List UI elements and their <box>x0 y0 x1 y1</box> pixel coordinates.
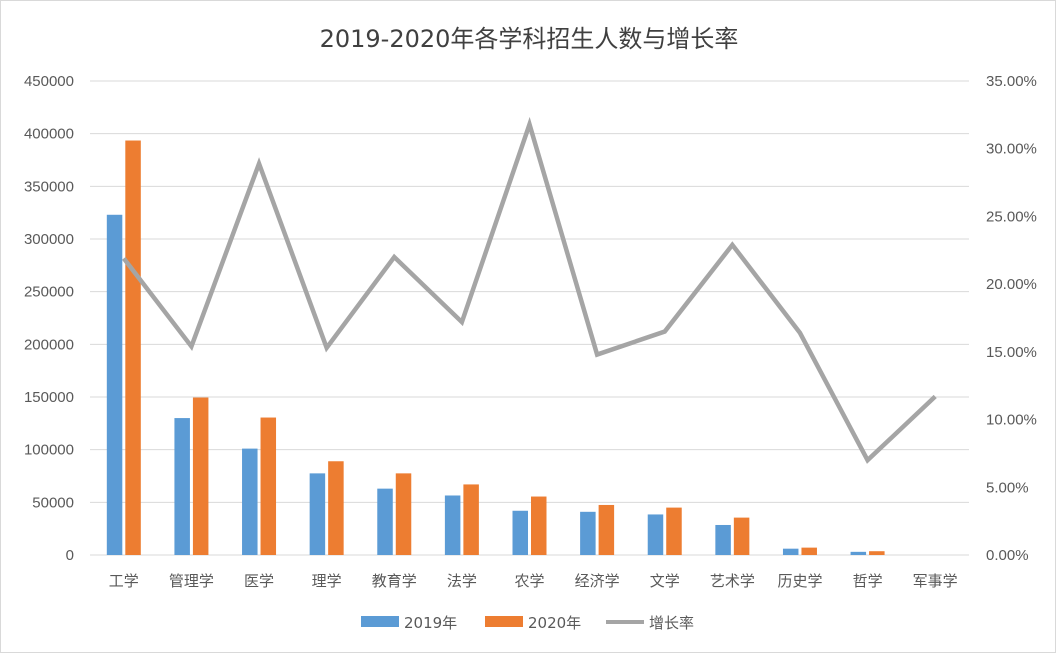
bar-2020 <box>125 140 141 555</box>
left-axis-ticks: 0 50000 100000 150000 200000 250000 300000 3500… <box>24 73 74 564</box>
bar-series <box>106 140 885 556</box>
right-tick-label: 0.00% <box>986 547 1029 564</box>
left-tick-label: 0 <box>66 547 74 564</box>
bar-2019 <box>580 511 596 555</box>
right-tick-label: 20.00% <box>986 276 1037 293</box>
growth-rate-line <box>122 116 937 464</box>
bar-2020 <box>598 504 615 555</box>
bar-2020 <box>869 551 885 555</box>
category-label: 管理学 <box>169 572 214 590</box>
gridlines <box>90 80 969 556</box>
category-labels: 工学 管理学 医学 理学 教育学 法学 农学 经济学 文学 艺术学 历史学 哲学 军事学 <box>109 572 958 590</box>
right-tick-label: 5.00% <box>986 479 1029 496</box>
bar-2019 <box>715 524 731 555</box>
category-label: 文学 <box>650 572 680 590</box>
bar-2019 <box>647 514 664 555</box>
right-tick-label: 15.00% <box>986 344 1037 361</box>
legend: 2019年 2020年 增长率 <box>361 614 694 632</box>
bar-2020 <box>192 397 209 555</box>
legend-label: 2019年 <box>404 614 457 632</box>
left-tick-label: 200000 <box>24 336 74 353</box>
category-label: 哲学 <box>853 572 883 590</box>
bar-2019 <box>174 418 190 555</box>
category-label: 历史学 <box>777 572 822 590</box>
category-label: 理学 <box>312 572 342 590</box>
legend-label: 增长率 <box>649 614 694 632</box>
right-axis-ticks: 0.00% 5.00% 10.00% 15.00% 20.00% 25.00% 30.00%… <box>986 73 1037 564</box>
category-label: 农学 <box>514 572 544 590</box>
bar-2020 <box>395 473 412 555</box>
category-label: 教育学 <box>372 572 417 590</box>
category-label: 法学 <box>447 572 477 590</box>
bar-2019 <box>850 551 867 555</box>
growth-line-series <box>122 116 937 464</box>
bar-2019 <box>782 548 799 555</box>
bar-2020 <box>733 517 750 555</box>
bar-2020 <box>463 484 479 555</box>
category-label: 艺术学 <box>710 572 755 590</box>
left-tick-label: 350000 <box>24 178 74 195</box>
bar-2019 <box>309 473 326 555</box>
bar-2020 <box>260 417 277 555</box>
right-tick-label: 10.00% <box>986 412 1037 429</box>
legend-swatch <box>361 616 399 627</box>
category-label: 经济学 <box>575 572 620 590</box>
legend-swatch <box>485 616 523 627</box>
category-label: 军事学 <box>913 572 958 590</box>
bar-2020 <box>328 461 344 555</box>
left-tick-label: 250000 <box>24 284 74 301</box>
left-tick-label: 400000 <box>24 126 74 143</box>
bar-2019 <box>242 448 258 555</box>
left-tick-label: 450000 <box>24 73 74 90</box>
legend-label: 2020年 <box>528 614 581 632</box>
left-tick-label: 300000 <box>24 231 74 248</box>
left-tick-label: 100000 <box>24 442 74 459</box>
bar-2020 <box>801 547 817 555</box>
category-label: 工学 <box>109 572 139 590</box>
bar-2019 <box>106 214 123 556</box>
chart-title: 2019-2020年各学科招生人数与增长率 <box>320 25 739 53</box>
bar-2019 <box>377 488 393 555</box>
bar-2020 <box>666 507 682 555</box>
category-label: 医学 <box>244 572 274 590</box>
bar-2019 <box>512 510 528 555</box>
bar-2019 <box>444 495 461 555</box>
right-tick-label: 35.00% <box>986 73 1037 90</box>
right-tick-label: 30.00% <box>986 141 1037 158</box>
left-tick-label: 50000 <box>32 494 74 511</box>
right-tick-label: 25.00% <box>986 208 1037 225</box>
left-tick-label: 150000 <box>24 389 74 406</box>
bar-2020 <box>531 496 547 555</box>
